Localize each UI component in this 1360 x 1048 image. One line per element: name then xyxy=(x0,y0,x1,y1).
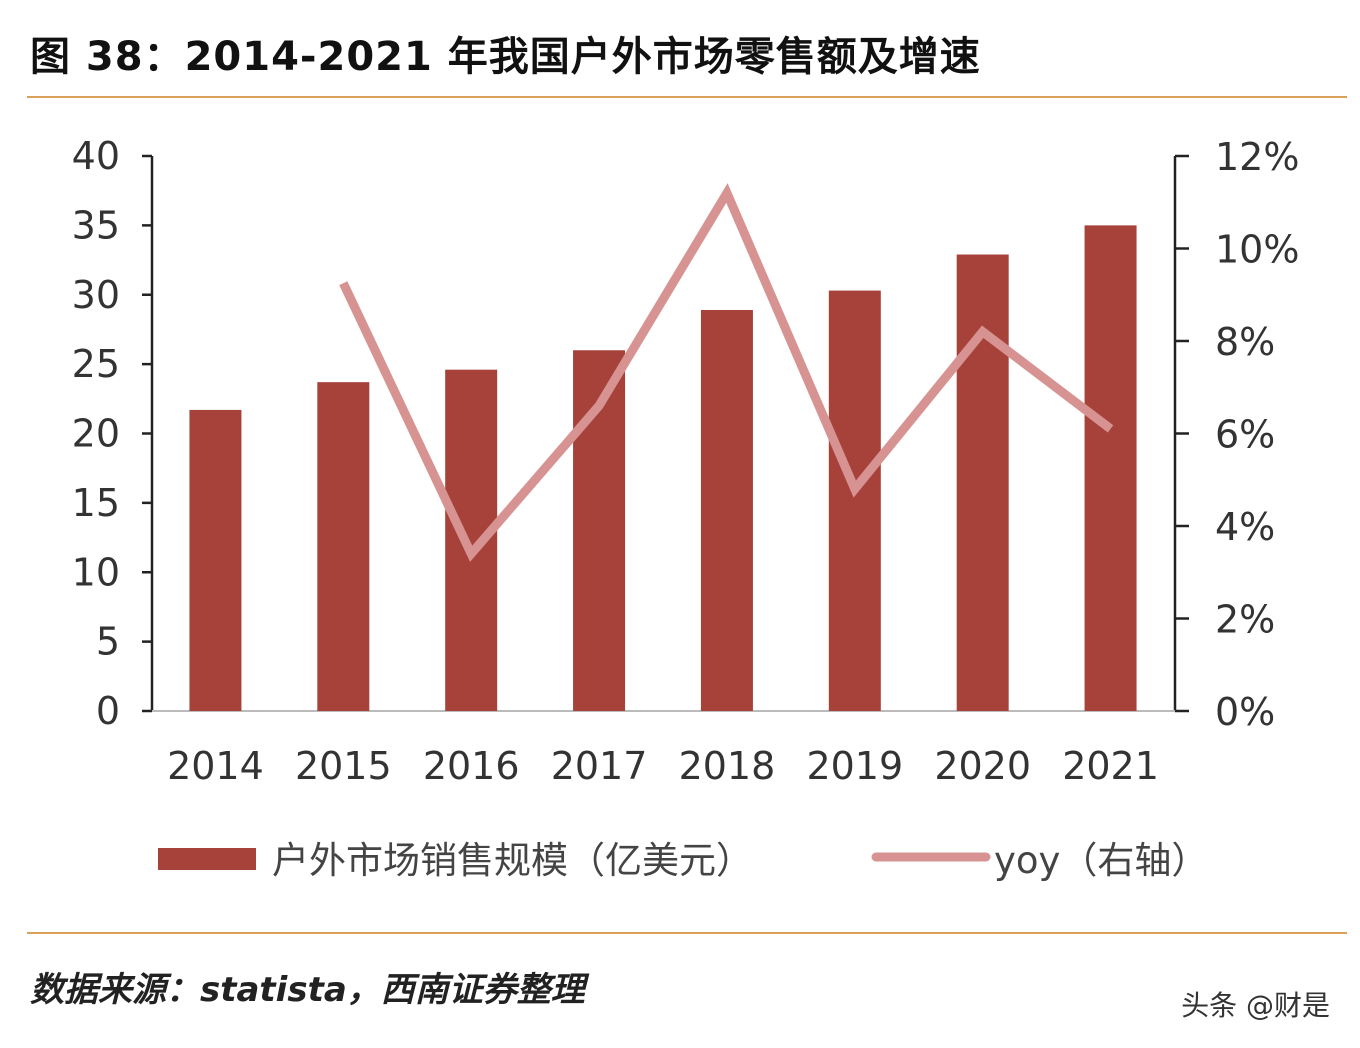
left-tick-label: 25 xyxy=(72,342,120,386)
x-tick-label: 2021 xyxy=(1062,744,1159,788)
right-tick-label: 6% xyxy=(1215,413,1275,457)
bar-2021 xyxy=(1084,225,1137,711)
left-tick-label: 15 xyxy=(72,481,120,525)
left-tick-label: 40 xyxy=(72,134,120,178)
x-tick-label: 2015 xyxy=(295,744,392,788)
left-tick-label: 0 xyxy=(96,689,120,733)
left-tick-label: 5 xyxy=(96,620,120,664)
bar-2020 xyxy=(956,254,1009,711)
right-tick-label: 2% xyxy=(1215,598,1275,642)
footer-divider xyxy=(27,932,1347,934)
chart-title: 图 38：2014-2021 年我国户外市场零售额及增速 xyxy=(30,34,981,80)
bar-2014 xyxy=(189,409,242,711)
right-tick-label: 10% xyxy=(1215,228,1299,272)
legend-bar-label: 户外市场销售规模（亿美元） xyxy=(272,839,753,882)
watermark: 头条 @财是 xyxy=(1181,989,1330,1022)
right-tick-label: 12% xyxy=(1215,135,1299,179)
x-tick-label: 2019 xyxy=(806,744,903,788)
right-tick-label: 0% xyxy=(1215,690,1275,734)
x-tick-label: 2014 xyxy=(167,744,264,788)
x-tick-label: 2017 xyxy=(551,744,648,788)
right-tick-label: 4% xyxy=(1215,505,1275,549)
x-tick-label: 2018 xyxy=(679,744,776,788)
left-tick-label: 30 xyxy=(72,273,120,317)
x-tick-label: 2020 xyxy=(934,744,1031,788)
left-tick-label: 35 xyxy=(72,203,120,247)
bar-2018 xyxy=(700,310,753,711)
title-divider xyxy=(27,96,1347,98)
x-tick-label: 2016 xyxy=(423,744,520,788)
source-note: 数据来源：statista，西南证券整理 xyxy=(30,970,585,1010)
legend-bar-swatch xyxy=(158,848,256,870)
bar-2019 xyxy=(828,290,881,711)
right-tick-label: 8% xyxy=(1215,320,1275,364)
bar-2015 xyxy=(317,382,370,711)
bar-2016 xyxy=(445,369,498,711)
left-tick-label: 20 xyxy=(72,412,120,456)
left-tick-label: 10 xyxy=(72,550,120,594)
legend-line-label: yoy（右轴） xyxy=(994,839,1208,882)
